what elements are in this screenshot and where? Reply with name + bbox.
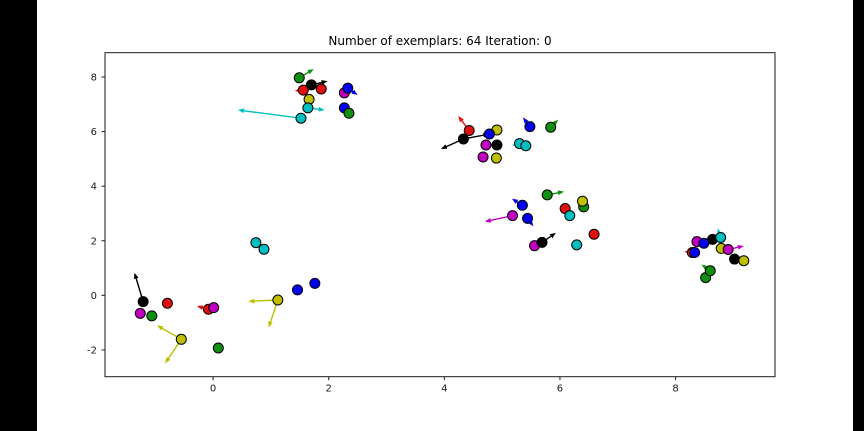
arrow-head (196, 305, 204, 310)
arrow-head (165, 357, 171, 364)
scatter-point (302, 102, 314, 114)
scatter-point (704, 265, 716, 277)
scatter-point (134, 307, 146, 319)
chart-title: Number of exemplars: 64 Iteration: 0 (328, 34, 552, 48)
scatter-point (564, 210, 576, 222)
arrow-head (552, 119, 559, 126)
scatter-point (175, 333, 187, 345)
scatter-point (571, 239, 583, 251)
scatter-point (480, 139, 492, 151)
y-tick-label: 0 (91, 291, 97, 302)
arrow-head (511, 198, 519, 204)
scatter-point (161, 297, 173, 309)
scatter-point (722, 244, 734, 256)
scatter-point (295, 112, 307, 124)
scatter-point (588, 228, 600, 240)
arrow-head (549, 232, 556, 239)
arrow-head (440, 144, 448, 150)
y-tick-label: -2 (87, 345, 97, 356)
arrow-head (133, 272, 139, 280)
scatter-point (576, 195, 588, 207)
scatter-point (457, 133, 469, 145)
arrow-head (458, 116, 464, 123)
x-tick-label: 4 (441, 384, 447, 395)
scatter-point (342, 82, 354, 94)
scatter-point (516, 199, 528, 211)
scatter-point (315, 83, 327, 95)
scatter-point (491, 139, 503, 151)
scatter-point (520, 140, 532, 152)
arrow-head (268, 321, 273, 328)
x-tick-label: 2 (326, 384, 332, 395)
scatter-point (545, 121, 557, 133)
arrow-head (351, 89, 358, 96)
arrow-head (318, 106, 325, 112)
arrow-head (737, 244, 744, 250)
axes-frame (104, 52, 776, 378)
scatter-point (483, 128, 495, 140)
scatter-point (541, 189, 553, 201)
arrow-head (557, 190, 564, 196)
scatter-point (250, 237, 262, 249)
scatter-point (522, 212, 534, 224)
arrow-head (157, 325, 164, 331)
x-tick-label: 8 (672, 384, 678, 395)
scatter-point (292, 284, 304, 296)
arrow-head (307, 69, 314, 75)
scatter-point (258, 243, 270, 255)
scatter-point (208, 302, 220, 314)
scatter-point (293, 72, 305, 84)
scatter-point (490, 152, 502, 164)
arrow-head (321, 80, 328, 85)
scatter-point (524, 121, 536, 133)
arrow-line (239, 109, 302, 119)
y-tick-label: 6 (91, 127, 97, 138)
y-tick-label: 4 (91, 182, 97, 193)
scatter-point (305, 79, 317, 91)
scatter-point (212, 342, 224, 354)
arrow-head (248, 298, 255, 304)
scatter-point (463, 124, 475, 136)
y-tick-label: 8 (91, 72, 97, 83)
scatter-point (309, 277, 321, 289)
scatter-point (146, 310, 158, 322)
scatter-point (297, 84, 309, 96)
x-tick-label: 6 (557, 384, 563, 395)
arrow-head (237, 108, 245, 114)
y-tick-label: 2 (91, 236, 97, 247)
scatter-point (507, 210, 519, 222)
scatter-point (715, 231, 727, 243)
scatter-point (738, 255, 750, 267)
arrow-head (522, 117, 529, 124)
scatter-point (343, 107, 355, 119)
scatter-point (729, 253, 741, 265)
figure-background (37, 0, 853, 431)
scatter-point (536, 236, 548, 248)
scatter-point (272, 294, 284, 306)
scatter-point (689, 247, 701, 259)
scatter-point (477, 151, 489, 163)
scatter-point (137, 296, 149, 308)
x-tick-label: 0 (210, 384, 216, 395)
arrow-head (701, 264, 708, 270)
arrow-head (484, 218, 492, 223)
